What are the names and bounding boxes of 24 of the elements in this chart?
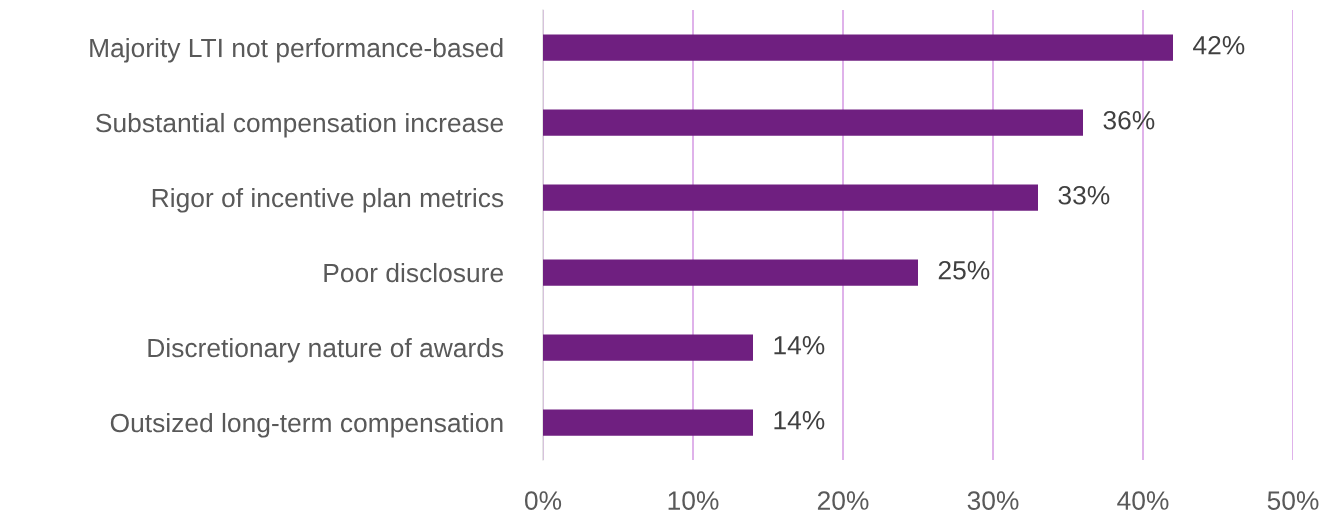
data-label: 14% <box>774 411 825 430</box>
data-label: 25% <box>938 260 990 280</box>
data-label: 42% <box>1193 35 1245 55</box>
y-tick-label: Outsized long-term compensation <box>110 412 503 438</box>
bar <box>543 259 918 286</box>
x-tick-label: 30% <box>967 491 1019 510</box>
y-tick-label: Rigor of incentive plan metrics <box>152 187 504 213</box>
data-label: 14% <box>774 336 825 355</box>
bar <box>543 34 1173 61</box>
bar <box>543 184 1038 211</box>
bar <box>543 109 1083 136</box>
y-tick-label: Majority LTI not performance-based <box>90 37 503 63</box>
x-tick-label: 40% <box>1117 491 1169 510</box>
y-tick-label: Substantial compensation increase <box>96 112 503 138</box>
bar <box>543 334 753 361</box>
x-tick-label: 0% <box>524 491 562 510</box>
data-label: 33% <box>1058 185 1110 205</box>
bar <box>543 409 753 436</box>
x-tick-label: 50% <box>1267 491 1319 510</box>
x-tick-label: 10% <box>668 491 719 510</box>
y-tick-label: Poor disclosure <box>324 262 503 283</box>
data-label: 36% <box>1103 110 1155 130</box>
x-tick-label: 20% <box>817 491 869 510</box>
y-tick-label: Discretionary nature of awards <box>148 337 504 363</box>
